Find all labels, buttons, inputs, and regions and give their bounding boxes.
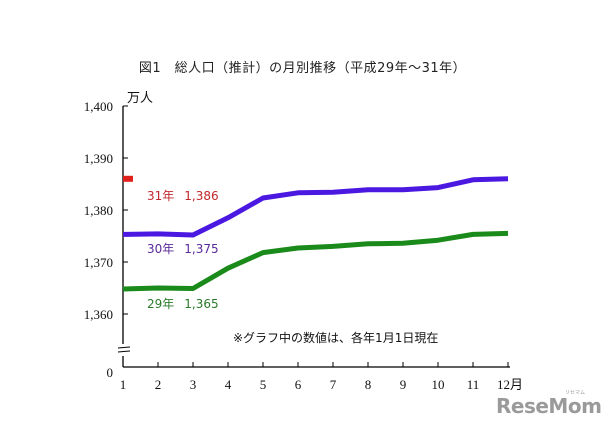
y-tick-label: 1,400	[84, 99, 113, 114]
x-tick-label: 11	[467, 377, 480, 392]
y-tick-label: 1,390	[84, 151, 113, 166]
x-tick-label: 7	[330, 377, 337, 392]
y-tick-label: 1,370	[84, 255, 113, 270]
y-unit-label: 万人	[127, 91, 153, 106]
x-ticks: 1 2 3 4 5 6 7 8 9 10 11 12月	[120, 362, 523, 392]
series-marker	[123, 175, 133, 182]
series-line	[122, 230, 509, 292]
x-tick-label: 2	[155, 377, 162, 392]
series-lines	[122, 175, 509, 292]
axis-break-icon	[117, 346, 131, 353]
x-tick-label: 8	[365, 377, 372, 392]
x-tick-label: 1	[120, 377, 127, 392]
x-tick-label: 9	[400, 377, 407, 392]
chart-title: 図1 総人口（推計）の月別推移（平成29年～31年）	[138, 61, 467, 76]
series-line	[122, 176, 509, 238]
y-ticks: 1,400 1,390 1,380 1,370 1,360 0	[84, 99, 128, 380]
x-tick-label: 5	[260, 377, 267, 392]
y-tick-label: 1,380	[84, 203, 113, 218]
annotation-30: 30年 1,375	[147, 242, 219, 256]
footnote: ※グラフ中の数値は、各年1月1日現在	[233, 331, 439, 345]
annotation-29: 29年 1,365	[147, 297, 219, 311]
x-tick-label: 10	[432, 377, 445, 392]
x-tick-label: 12月	[497, 377, 523, 392]
x-tick-label: 4	[225, 377, 232, 392]
resemom-logo: ReseMom	[496, 394, 602, 418]
y-tick-label: 1,360	[84, 307, 113, 322]
x-tick-label: 3	[190, 377, 197, 392]
y-tick-label: 0	[107, 365, 114, 380]
annotation-31: 31年 1,386	[147, 189, 219, 203]
x-tick-label: 6	[295, 377, 302, 392]
watermark-sub: リセマム	[565, 390, 586, 396]
